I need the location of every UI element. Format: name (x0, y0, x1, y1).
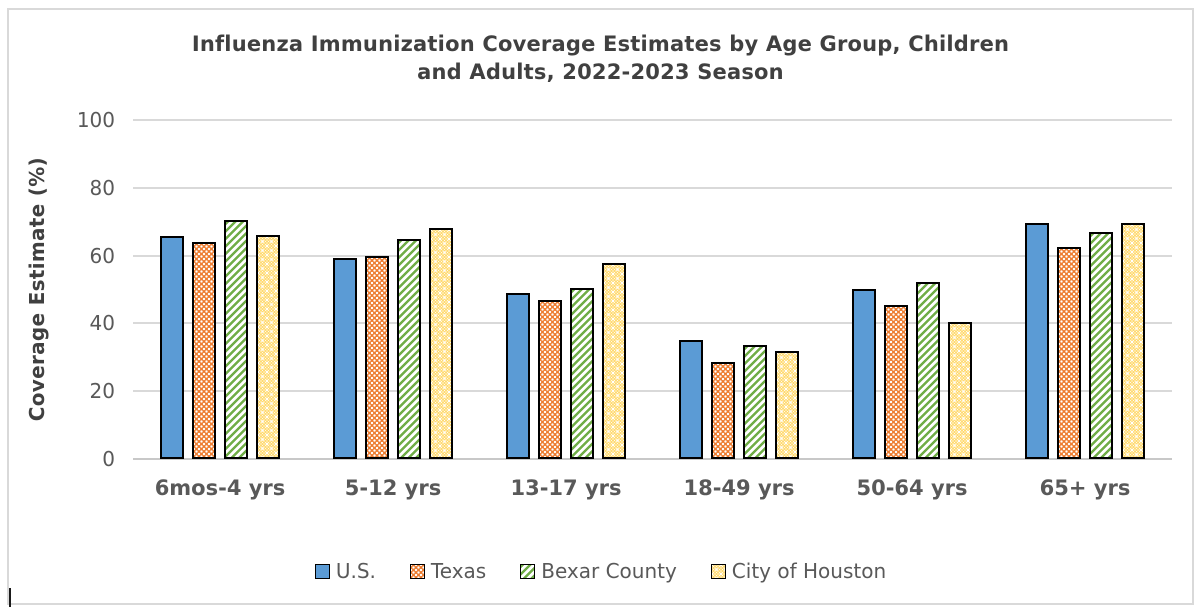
gridline (133, 458, 1172, 460)
bar (256, 235, 280, 459)
bar (1089, 232, 1113, 459)
legend-item: Bexar County (520, 559, 677, 583)
legend-swatch (314, 563, 330, 579)
bar (192, 242, 216, 459)
gridline (133, 390, 1172, 393)
legend: U.S. Texas Bexar County City of Houston (9, 559, 1192, 583)
y-tick-label: 100 (76, 108, 115, 132)
category-label: 13-17 yrs (510, 476, 622, 500)
bar (775, 351, 799, 459)
category-label: 65+ yrs (1039, 476, 1131, 500)
category-label: 50-64 yrs (856, 476, 968, 500)
gridline (133, 119, 1172, 121)
y-tick-label: 20 (89, 379, 115, 404)
legend-label: City of Houston (731, 559, 887, 583)
gridline (133, 186, 1172, 189)
y-tick-label: 80 (89, 175, 115, 200)
bar (1121, 223, 1145, 459)
y-tick-label: 60 (89, 243, 115, 268)
bar (852, 289, 876, 459)
y-tick-label: 40 (89, 311, 115, 336)
bar (397, 239, 421, 459)
bar (884, 305, 908, 459)
bar (570, 288, 594, 459)
chart-title-line-1: Influenza Immunization Coverage Estimate… (191, 32, 1010, 56)
bar (679, 340, 703, 459)
bar (333, 258, 357, 459)
category-label: 6mos-4 yrs (154, 476, 286, 500)
bar (602, 263, 626, 459)
bar (948, 322, 972, 459)
chart-title: Influenza Immunization Coverage Estimate… (9, 30, 1192, 86)
legend-item: City of Houston (710, 559, 887, 583)
bar (160, 236, 184, 459)
gridline (133, 322, 1172, 325)
bar (916, 282, 940, 459)
caret-artifact (9, 588, 11, 607)
legend-item: Texas (409, 559, 487, 583)
bar (538, 300, 562, 459)
category-label: 5-12 yrs (344, 476, 442, 500)
bar (711, 362, 735, 459)
legend-label: Texas (430, 559, 487, 583)
chart-title-line-2: and Adults, 2022-2023 Season (417, 60, 784, 84)
bar (506, 293, 530, 459)
legend-label: Bexar County (541, 559, 677, 583)
plot-area (133, 119, 1172, 460)
bar (743, 345, 767, 459)
legend-swatch (409, 563, 425, 579)
bar (1057, 247, 1081, 459)
bar (224, 220, 248, 459)
gridline (133, 254, 1172, 257)
bar (429, 228, 453, 459)
bar (365, 256, 389, 459)
bar (1025, 223, 1049, 459)
legend-item: U.S. (314, 559, 376, 583)
legend-swatch (710, 563, 726, 579)
legend-swatch (520, 563, 536, 579)
y-tick-label: 0 (102, 447, 115, 471)
legend-label: U.S. (335, 559, 376, 583)
chart-frame: Influenza Immunization Coverage Estimate… (7, 8, 1194, 607)
y-axis-title: Coverage Estimate (%) (19, 114, 55, 464)
category-label: 18-49 yrs (683, 476, 795, 500)
